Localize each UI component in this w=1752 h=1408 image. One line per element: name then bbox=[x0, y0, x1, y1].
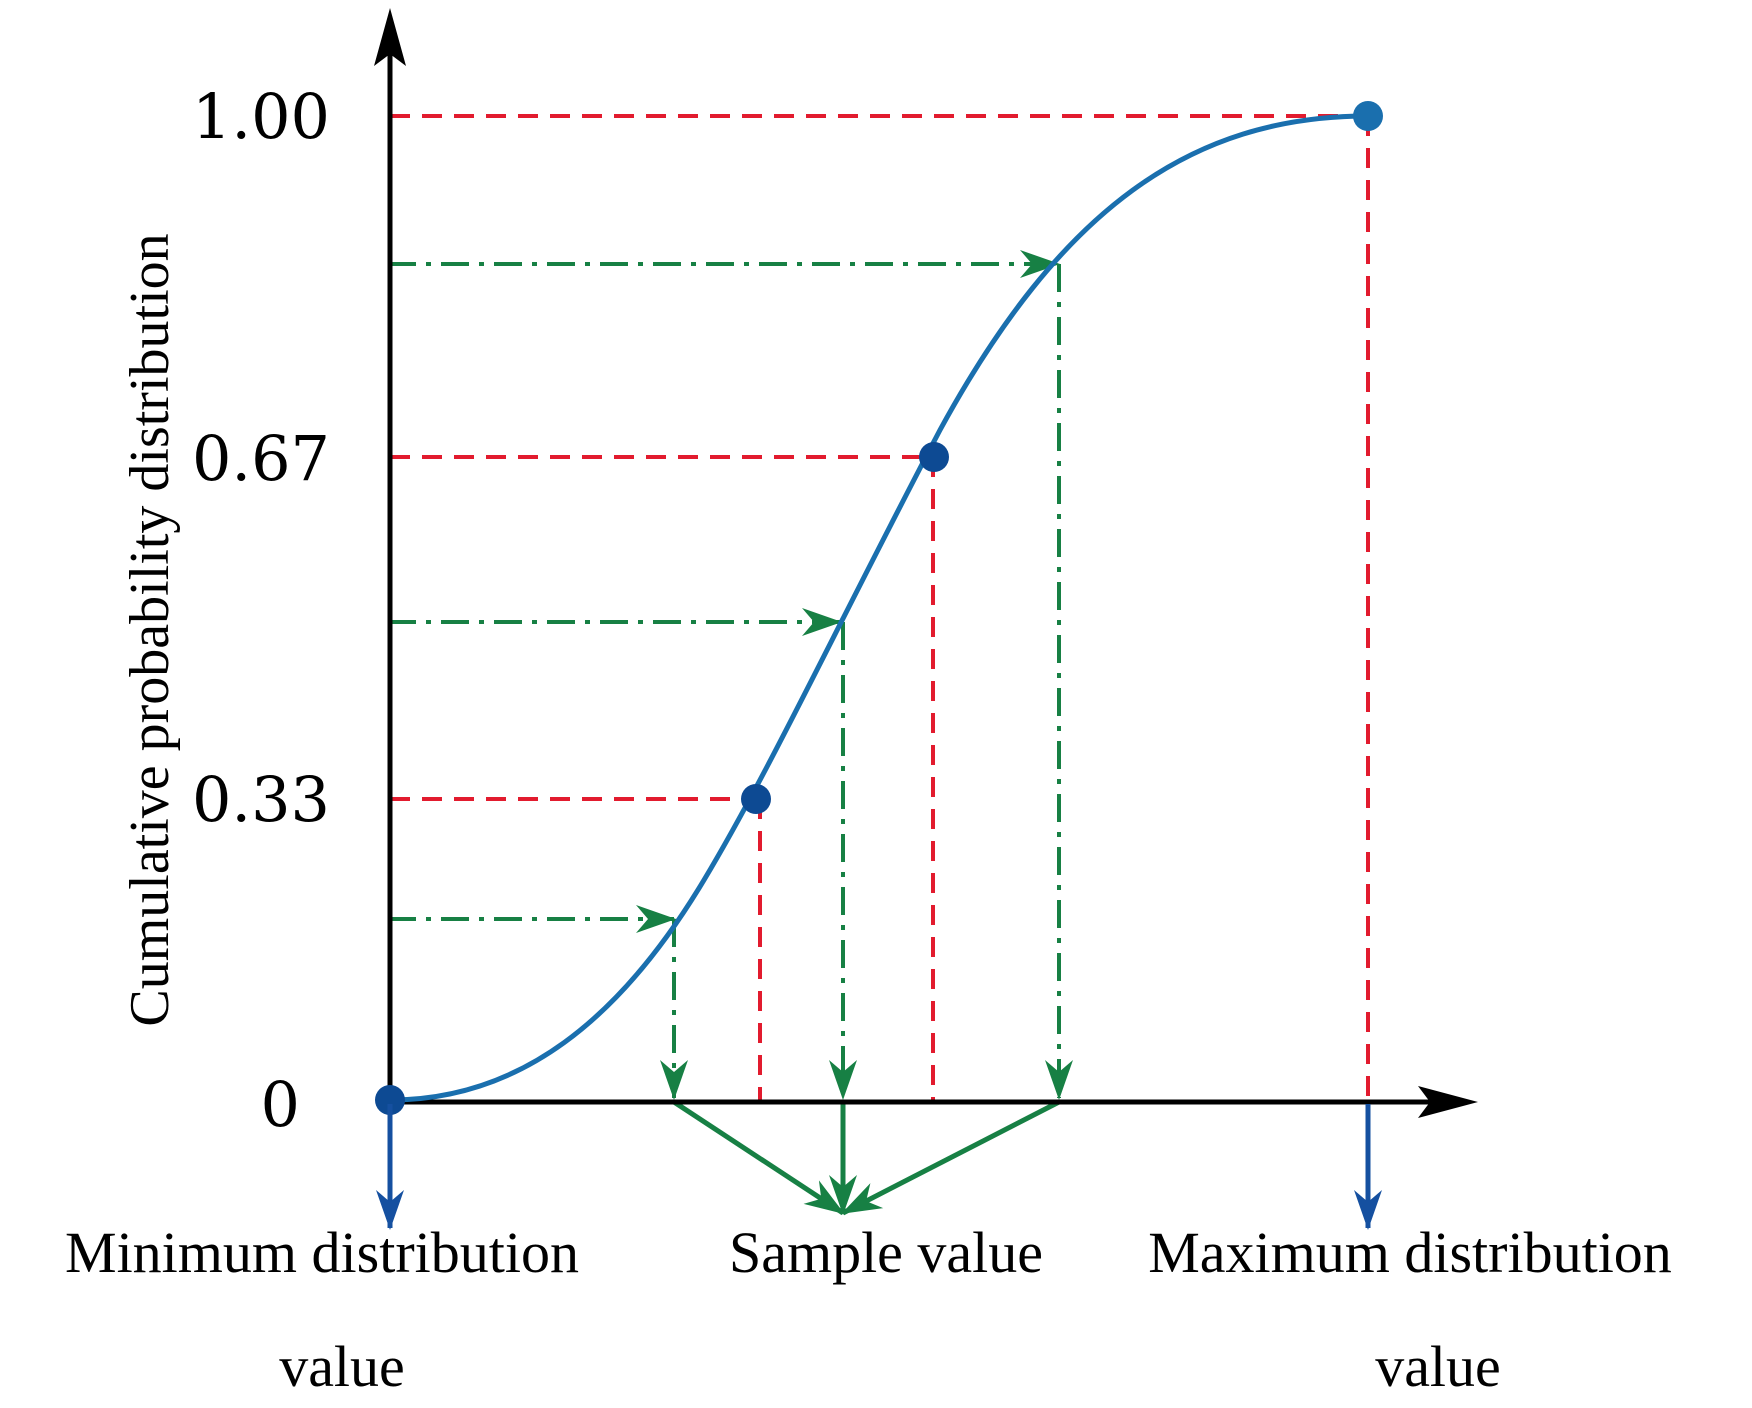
x-axis-arrowhead bbox=[1418, 1086, 1478, 1118]
sample-convergence-arrows bbox=[672, 1099, 1061, 1216]
y-tick-100: 1.00 bbox=[192, 80, 330, 153]
max-label-line1: Maximum distribution bbox=[1148, 1220, 1672, 1285]
sample-value-label: Sample value bbox=[729, 1220, 1043, 1285]
y-axis-title: Cumulative probability distribution bbox=[119, 233, 181, 1026]
point-minimum bbox=[375, 1085, 405, 1115]
y-tick-067: 0.67 bbox=[192, 422, 330, 495]
y-tick-labels: 1.00 0.67 0.33 0 bbox=[192, 80, 330, 1141]
point-067 bbox=[919, 442, 949, 472]
stratum-points bbox=[375, 101, 1383, 1115]
max-label-line2: value bbox=[1375, 1334, 1501, 1399]
bottom-labels: Minimum distribution value Sample value … bbox=[65, 1220, 1672, 1399]
y-tick-033: 0.33 bbox=[192, 763, 330, 836]
converge-arrow-left bbox=[672, 1099, 845, 1216]
y-axis-arrowhead bbox=[374, 8, 406, 66]
y-tick-0: 0 bbox=[261, 1068, 300, 1141]
min-label-line1: Minimum distribution bbox=[65, 1220, 579, 1285]
min-max-arrows bbox=[376, 1104, 1382, 1230]
red-guide-lines bbox=[390, 114, 1370, 1100]
point-maximum bbox=[1353, 101, 1383, 131]
green-sampling-paths bbox=[388, 250, 1073, 1100]
cdf-curve bbox=[389, 113, 1369, 1103]
axes bbox=[374, 8, 1478, 1118]
point-033 bbox=[741, 784, 771, 814]
converge-arrow-right bbox=[841, 1099, 1061, 1216]
min-label-line2: value bbox=[279, 1334, 405, 1399]
